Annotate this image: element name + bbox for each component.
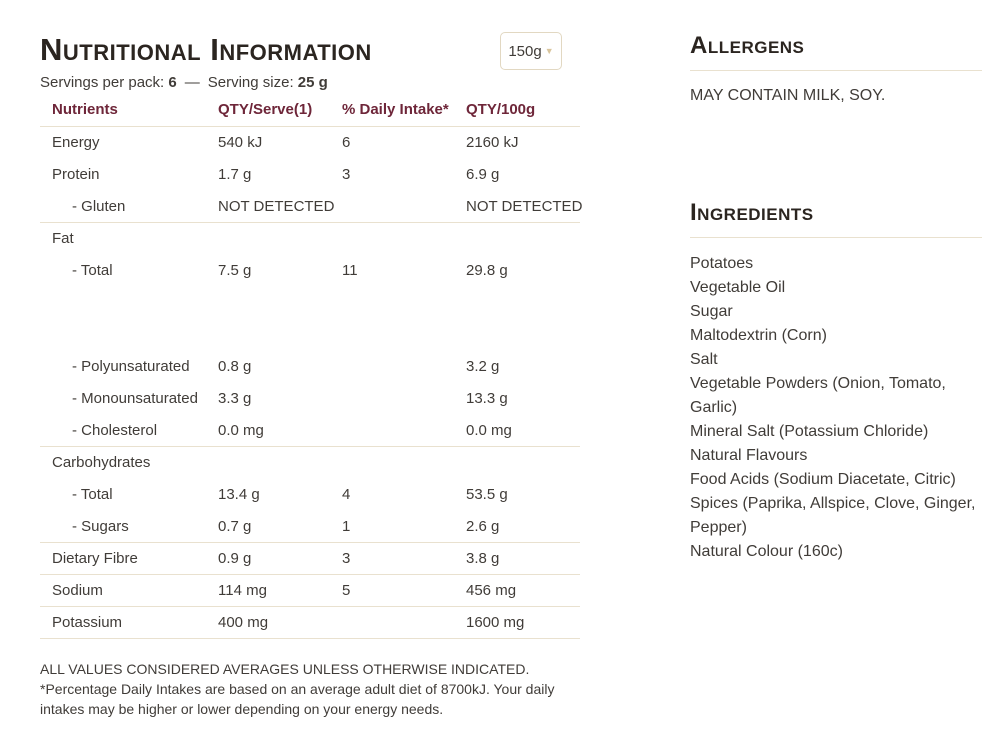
table-row: Sodium 114 mg 5 456 mg: [40, 575, 580, 607]
ingredient-item: Natural Colour (160c): [690, 543, 843, 560]
table-row: - Monounsaturated 3.3 g 13.3 g: [40, 383, 580, 415]
serving-size-label: Serving size:: [207, 74, 294, 91]
qty-100g-value: 0.0 mg: [466, 422, 512, 439]
ingredients-heading: Ingredients: [690, 197, 982, 238]
column-header-daily-intake: % Daily Intake*: [342, 101, 449, 118]
side-panel: Allergens MAY CONTAIN MILK, SOY. Ingredi…: [690, 30, 982, 564]
nutrient-label: Carbohydrates: [52, 454, 151, 471]
table-row: Protein 1.7 g 3 6.9 g: [40, 159, 580, 191]
qty-serve-value: 1.7 g: [218, 166, 252, 183]
qty-100g-value: 1600 mg: [466, 614, 525, 631]
ingredient-item: Natural Flavours: [690, 447, 808, 464]
table-header-row: Nutrients QTY/Serve(1) % Daily Intake* Q…: [40, 101, 580, 127]
nutrient-label: - Monounsaturated: [72, 390, 198, 407]
ingredient-item: Mineral Salt (Potassium Chloride): [690, 423, 929, 440]
table-row: - Polyunsaturated 0.8 g 3.2 g: [40, 351, 580, 383]
nutrient-label: - Total: [72, 486, 113, 503]
qty-100g-value: 6.9 g: [466, 166, 500, 183]
servings-per-pack-label: Servings per pack:: [40, 74, 165, 91]
daily-intake-value: 6: [342, 134, 351, 151]
nutrient-label: - Total: [72, 262, 113, 279]
footnote-averages: ALL VALUES CONSIDERED AVERAGES UNLESS OT…: [40, 661, 530, 677]
qty-100g-value: 456 mg: [466, 582, 517, 599]
nutrient-label: Dietary Fibre: [52, 550, 138, 567]
daily-intake-value: 4: [342, 486, 351, 503]
qty-serve-value: 3.3 g: [218, 390, 252, 407]
qty-100g-value: 2.6 g: [466, 518, 500, 535]
qty-100g-value: 53.5 g: [466, 486, 508, 503]
daily-intake-value: 3: [342, 166, 351, 183]
serving-size-value: 25 g: [297, 74, 328, 91]
size-selector-value: 150g: [508, 42, 542, 60]
qty-serve-value: 7.5 g: [218, 262, 252, 279]
ingredient-item: Salt: [690, 351, 718, 368]
daily-intake-value: 1: [342, 518, 351, 535]
servings-per-pack-value: 6: [168, 74, 177, 91]
nutrition-panel: Nutritional Information 150g ▼ Servings …: [40, 30, 583, 719]
ingredients-list: Potatoes Vegetable Oil Sugar Maltodextrin (…: [690, 252, 982, 564]
ingredient-item: Maltodextrin (Corn): [690, 327, 827, 344]
qty-100g-value: 2160 kJ: [466, 134, 519, 151]
ingredient-item: Potatoes: [690, 255, 754, 272]
serving-info: Servings per pack: 6 — Serving size: 25 g: [40, 74, 580, 91]
qty-100g-value: 29.8 g: [466, 262, 508, 279]
nutrient-label: - Polyunsaturated: [72, 358, 190, 375]
table-row: Carbohydrates: [40, 447, 580, 479]
daily-intake-value: 3: [342, 550, 351, 567]
daily-intake-value: 5: [342, 582, 351, 599]
serving-dash: —: [184, 74, 200, 91]
nutrient-label: Potassium: [52, 614, 123, 631]
table-row: - Gluten NOT DETECTED NOT DETECTED: [40, 191, 583, 223]
table-row: Fat: [40, 223, 580, 255]
qty-serve-value: 0.8 g: [218, 358, 252, 375]
size-selector-dropdown[interactable]: 150g ▼: [500, 32, 562, 70]
column-header-qty-serve: QTY/Serve(1): [218, 101, 313, 118]
ingredient-item: Sugar: [690, 303, 733, 320]
table-row: Dietary Fibre 0.9 g 3 3.8 g: [40, 543, 580, 575]
qty-serve-value: 13.4 g: [218, 486, 260, 503]
qty-100g-value: 3.2 g: [466, 358, 500, 375]
nutrition-table: Nutrients QTY/Serve(1) % Daily Intake* Q…: [40, 101, 583, 639]
ingredient-item: Spices (Paprika, Allspice, Clove, Ginger…: [690, 495, 976, 536]
table-row: - Total 7.5 g 11 29.8 g: [40, 255, 580, 287]
table-row: - Total 13.4 g 4 53.5 g: [40, 479, 580, 511]
qty-100g-value: 13.3 g: [466, 390, 508, 407]
table-row: - Cholesterol 0.0 mg 0.0 mg: [40, 415, 580, 447]
qty-serve-value: NOT DETECTED: [218, 198, 335, 215]
ingredient-item: Vegetable Powders (Onion, Tomato, Garlic…: [690, 375, 946, 416]
column-header-qty-100g: QTY/100g: [466, 101, 536, 118]
nutrient-label: Fat: [52, 230, 74, 247]
table-footnotes: ALL VALUES CONSIDERED AVERAGES UNLESS OT…: [40, 659, 580, 719]
allergens-heading: Allergens: [690, 30, 982, 71]
qty-serve-value: 0.0 mg: [218, 422, 264, 439]
qty-100g-value: 3.8 g: [466, 550, 500, 567]
qty-serve-value: 540 kJ: [218, 134, 263, 151]
nutrient-label: Energy: [52, 134, 100, 151]
ingredient-item: Vegetable Oil: [690, 279, 786, 296]
nutrient-rows: Energy 540 kJ 6 2160 kJ Protein 1.7 g 3 6.9 g - …: [40, 127, 583, 639]
ingredient-item: Food Acids (Sodium Diacetate, Citric): [690, 471, 956, 488]
qty-serve-value: 0.9 g: [218, 550, 252, 567]
column-header-nutrients: Nutrients: [52, 101, 118, 118]
table-row: - Sugars 0.7 g 1 2.6 g: [40, 511, 580, 543]
nutrient-label: - Sugars: [72, 518, 129, 535]
title-row: Nutritional Information 150g ▼: [40, 30, 580, 70]
table-row: Potassium 400 mg 1600 mg: [40, 607, 580, 639]
daily-intake-value: 11: [342, 262, 358, 279]
qty-serve-value: 400 mg: [218, 614, 269, 631]
page-title: Nutritional Information: [40, 32, 372, 67]
nutrient-label: Protein: [52, 166, 100, 183]
table-row: Energy 540 kJ 6 2160 kJ: [40, 127, 580, 159]
chevron-down-icon: ▼: [544, 45, 554, 56]
qty-serve-value: 0.7 g: [218, 518, 252, 535]
qty-100g-value: NOT DETECTED: [466, 198, 583, 215]
footnote-daily-intake: *Percentage Daily Intakes are based on a…: [40, 681, 555, 717]
nutrient-label: - Cholesterol: [72, 422, 158, 439]
qty-serve-value: 114 mg: [218, 582, 267, 599]
allergens-text: MAY CONTAIN MILK, SOY.: [690, 87, 886, 104]
nutrient-label: - Gluten: [72, 198, 126, 215]
nutrient-label: Sodium: [52, 582, 103, 599]
